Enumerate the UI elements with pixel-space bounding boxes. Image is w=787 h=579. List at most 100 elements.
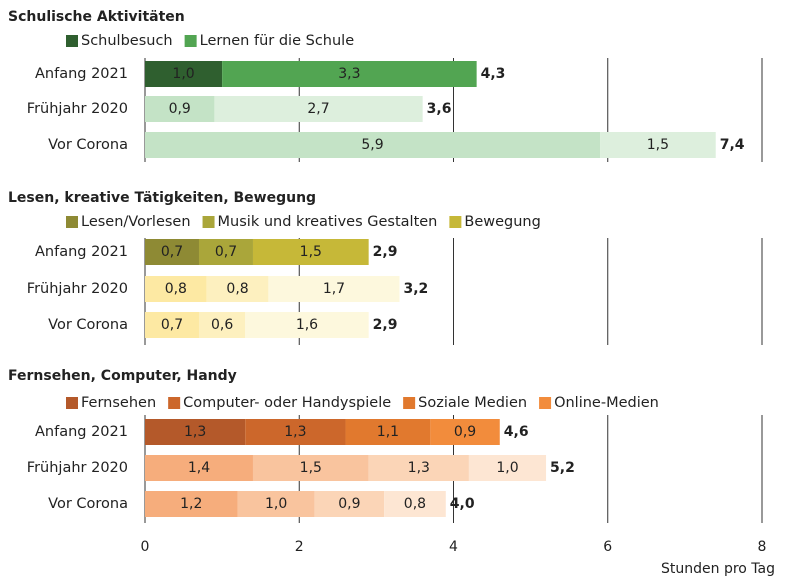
value-label: 5,9: [361, 137, 383, 153]
legend-swatch: [184, 35, 197, 47]
value-label: 1,5: [300, 460, 322, 476]
value-label: 1,4: [188, 460, 210, 476]
bar-segment: [245, 419, 346, 445]
legend-label: Lernen für die Schule: [200, 33, 355, 49]
bar-segment: [145, 312, 199, 338]
x-tick-label: 2: [295, 539, 304, 555]
bar-segment: [384, 491, 446, 517]
total-label: 2,9: [373, 244, 398, 260]
total-label: 2,9: [373, 317, 398, 333]
legend-swatch: [403, 397, 416, 409]
category-label: Anfang 2021: [35, 424, 128, 440]
legend-label: Bewegung: [464, 214, 540, 230]
category-label: Vor Corona: [48, 496, 128, 512]
bar-segment: [245, 312, 369, 338]
value-label: 1,3: [184, 424, 206, 440]
legend-label: Lesen/Vorlesen: [81, 214, 191, 230]
value-label: 1,2: [180, 496, 202, 512]
value-label: 1,5: [300, 244, 322, 260]
value-label: 0,9: [454, 424, 476, 440]
legend-swatch: [66, 397, 78, 409]
legend-swatch: [66, 35, 78, 47]
value-label: 1,0: [265, 496, 287, 512]
total-label: 5,2: [550, 460, 575, 476]
value-label: 0,7: [161, 244, 183, 260]
panel-title: Schulische Aktivitäten: [8, 9, 185, 25]
legend-swatch: [202, 216, 215, 228]
legend-label: Schulbesuch: [81, 33, 173, 49]
value-label: 0,8: [226, 281, 248, 297]
x-tick-label: 0: [141, 539, 150, 555]
bar-segment: [145, 491, 238, 517]
category-label: Frühjahr 2020: [27, 460, 128, 476]
legend-swatch: [449, 216, 462, 228]
legend-label: Musik und kreatives Gestalten: [218, 214, 438, 230]
bar-segment: [145, 419, 246, 445]
value-label: 0,9: [338, 496, 360, 512]
value-label: 0,8: [165, 281, 187, 297]
total-label: 4,6: [504, 424, 529, 440]
value-label: 1,1: [377, 424, 399, 440]
total-label: 3,2: [404, 281, 429, 297]
panel-title: Fernsehen, Computer, Handy: [8, 368, 237, 384]
x-tick-label: 6: [603, 539, 612, 555]
value-label: 1,3: [408, 460, 430, 476]
value-label: 3,3: [338, 66, 360, 82]
x-tick-label: 8: [758, 539, 767, 555]
bar-segment: [345, 419, 431, 445]
category-label: Vor Corona: [48, 137, 128, 153]
legend-label: Fernsehen: [81, 395, 156, 411]
bar-segment: [206, 276, 269, 302]
value-label: 1,0: [172, 66, 194, 82]
bar-segment: [145, 96, 215, 122]
bar-segment: [198, 312, 246, 338]
category-label: Frühjahr 2020: [27, 101, 128, 117]
legend-label: Soziale Medien: [418, 395, 527, 411]
panel-title: Lesen, kreative Tätigkeiten, Bewegung: [8, 190, 316, 206]
total-label: 3,6: [427, 101, 452, 117]
legend-label: Online-Medien: [554, 395, 659, 411]
bar-segment: [145, 239, 199, 265]
bar-segment: [268, 276, 400, 302]
value-label: 2,7: [307, 101, 329, 117]
value-label: 0,8: [404, 496, 426, 512]
bar-segment: [214, 96, 423, 122]
bar-segment: [430, 419, 500, 445]
category-label: Frühjahr 2020: [27, 281, 128, 297]
value-label: 0,7: [215, 244, 237, 260]
value-label: 1,5: [647, 137, 669, 153]
value-label: 0,6: [211, 317, 233, 333]
x-tick-label: 4: [449, 539, 458, 555]
bar-segment: [252, 455, 369, 481]
bar-segment: [222, 61, 477, 87]
value-label: 0,7: [161, 317, 183, 333]
value-label: 1,7: [323, 281, 345, 297]
bar-segment: [145, 455, 253, 481]
value-label: 0,9: [169, 101, 191, 117]
x-axis-label: Stunden pro Tag: [661, 561, 775, 577]
category-label: Vor Corona: [48, 317, 128, 333]
legend-swatch: [168, 397, 181, 409]
bar-segment: [252, 239, 369, 265]
bar-segment: [368, 455, 469, 481]
bar-segment: [237, 491, 315, 517]
total-label: 4,0: [450, 496, 475, 512]
bar-segment: [314, 491, 385, 517]
legend-swatch: [539, 397, 552, 409]
total-label: 4,3: [481, 66, 506, 82]
value-label: 1,3: [284, 424, 306, 440]
value-label: 1,0: [496, 460, 518, 476]
total-label: 7,4: [720, 137, 745, 153]
bar-segment: [468, 455, 547, 481]
legend-label: Computer- oder Handyspiele: [183, 395, 391, 411]
bar-segment: [600, 132, 716, 158]
category-label: Anfang 2021: [35, 66, 128, 82]
bar-segment: [145, 132, 601, 158]
category-label: Anfang 2021: [35, 244, 128, 260]
bar-segment: [145, 276, 207, 302]
bar-segment: [198, 239, 253, 265]
legend-swatch: [66, 216, 78, 228]
bar-segment: [145, 61, 223, 87]
value-label: 1,6: [296, 317, 318, 333]
